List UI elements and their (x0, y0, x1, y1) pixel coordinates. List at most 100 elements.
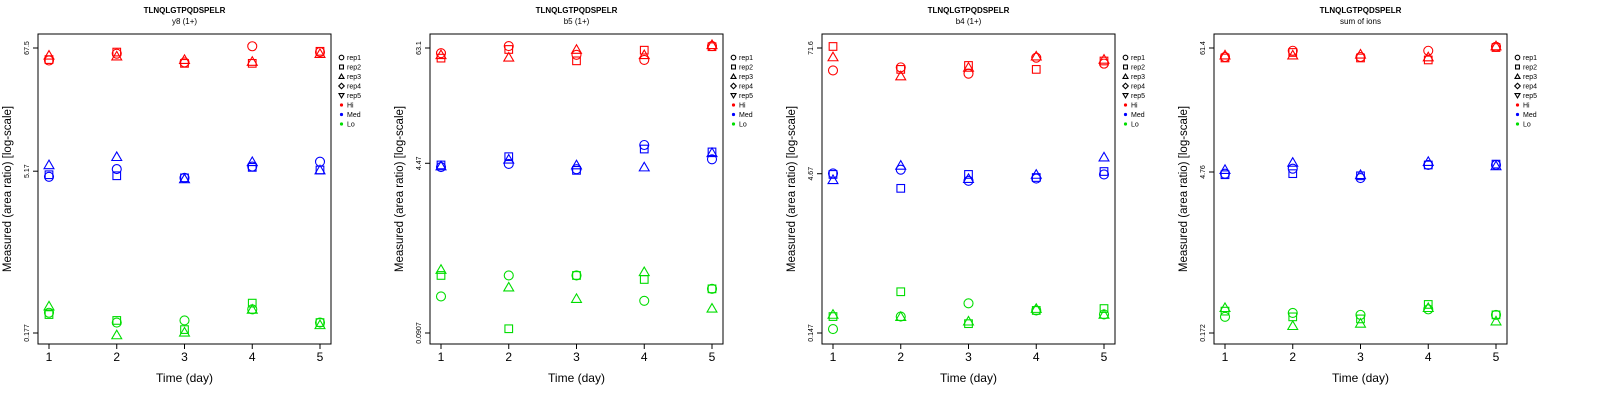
x-tick-label: 4 (1425, 350, 1432, 364)
data-point-hi-rep3 (435, 48, 447, 60)
chart-panel-1: TLNQLGTPQDSPELR y8 (1+) 0.177 5.17 67.5 1 2 3 4 5… (2, 6, 361, 385)
x-axis-label: Time (day) (940, 371, 997, 385)
data-point-lo-rep2 (44, 310, 54, 319)
y-axis-label: Measured (area ratio) [log-scale] (394, 106, 406, 272)
legend-symbol-rep3 (730, 72, 737, 80)
data-point-med-rep2 (964, 170, 973, 179)
data-point-hi-rep1 (1287, 45, 1298, 56)
legend-label: rep3 (739, 74, 753, 81)
data-point-med-rep2 (828, 170, 838, 179)
plot-frame (1213, 33, 1508, 345)
data-point-hi-rep3 (1030, 50, 1043, 61)
data-point-med-rep2 (1288, 169, 1298, 179)
y-tick-label: 5.17 (24, 164, 31, 178)
chart-title: TLNQLGTPQDSPELR (928, 6, 1010, 15)
legend-label: Lo (739, 122, 747, 129)
x-tick-label: 5 (709, 350, 716, 364)
data-point-lo-rep1 (571, 270, 582, 281)
data-point-lo-rep1 (43, 307, 55, 318)
legend-label: Med (1523, 112, 1537, 119)
data-point-hi-rep1 (571, 49, 582, 60)
data-point-hi-rep3 (706, 38, 718, 50)
legend-label: Med (739, 112, 753, 119)
legend-label: rep1 (347, 55, 361, 62)
data-point-hi-rep3 (314, 47, 326, 59)
data-point-lo-rep3 (178, 326, 191, 337)
legend-label: Hi (347, 103, 354, 110)
x-tick-label: 2 (113, 350, 120, 364)
data-point-med-rep3 (502, 153, 515, 164)
legend-symbol-rep1 (1514, 54, 1521, 61)
data-point-med-rep2 (1031, 173, 1041, 182)
legend-dot-lo (339, 122, 344, 126)
x-tick-label: 1 (438, 350, 445, 364)
legend-label: rep5 (1131, 93, 1145, 100)
data-point-hi-rep3 (246, 55, 259, 66)
data-point-med-rep2 (639, 144, 649, 154)
legend-symbol-rep5 (338, 92, 345, 100)
data-point-lo-rep2 (315, 318, 325, 327)
data-point-hi-rep3 (502, 51, 515, 62)
legend-symbol-rep2 (1514, 64, 1521, 70)
data-point-lo-rep3 (1490, 315, 1502, 326)
data-point-hi-rep3 (570, 43, 583, 54)
data-point-hi-rep2 (896, 65, 906, 74)
data-point-lo-rep1 (827, 324, 839, 335)
data-point-hi-rep1 (111, 48, 122, 59)
legend-label: rep2 (347, 65, 361, 72)
data-point-lo-rep3 (962, 315, 975, 326)
legend-dot-med (339, 112, 344, 117)
chart-subtitle: b4 (1+) (956, 17, 982, 26)
legend-label: rep4 (1523, 84, 1537, 91)
x-tick-label: 3 (573, 350, 580, 364)
legend-label: rep1 (739, 55, 753, 62)
data-point-med-rep3 (110, 150, 123, 162)
x-tick-label: 4 (641, 350, 648, 364)
legend-label: Med (1131, 112, 1145, 119)
data-point-hi-rep1 (503, 40, 514, 52)
x-axis-label: Time (day) (1332, 371, 1389, 385)
data-point-lo-rep1 (1423, 304, 1434, 315)
legend-label: rep4 (739, 84, 753, 91)
data-point-hi-rep1 (963, 68, 974, 79)
plot-frame (429, 33, 724, 345)
chart-panel-2: TLNQLGTPQDSPELR b5 (1+) 0.0907 4.47 63.1 1 2 3 4… (394, 6, 753, 385)
data-point-med-rep3 (962, 172, 975, 183)
data-point-med-rep1 (43, 171, 55, 182)
x-tick-label: 4 (249, 350, 256, 364)
legend-dot-hi (1515, 103, 1520, 107)
data-point-lo-rep1 (639, 295, 650, 306)
x-tick-label: 1 (830, 350, 837, 364)
data-point-lo-rep2 (247, 298, 257, 308)
data-point-lo-rep2 (504, 324, 514, 334)
data-point-lo-rep3 (1219, 301, 1231, 313)
data-point-lo-rep2 (1356, 314, 1365, 324)
legend-symbol-rep4 (729, 82, 738, 90)
data-point-lo-rep3 (502, 281, 515, 292)
data-point-lo-rep2 (112, 316, 122, 325)
legend-dot-med (731, 112, 736, 117)
legend-label: rep3 (1131, 74, 1145, 81)
legend-label: rep4 (1131, 84, 1145, 91)
x-tick-label: 3 (965, 350, 972, 364)
chart-subtitle: y8 (1+) (172, 17, 197, 26)
x-tick-label: 1 (1222, 350, 1229, 364)
y-axis-label: Measured (area ratio) [log-scale] (1178, 106, 1190, 272)
legend-label: rep2 (1131, 65, 1145, 72)
legend-dot-hi (339, 103, 344, 107)
legend-dot-lo (1123, 122, 1128, 126)
data-point-hi-rep3 (1422, 51, 1435, 62)
data-point-hi-rep1 (247, 41, 258, 52)
data-point-hi-rep3 (1490, 40, 1502, 51)
legend-label: rep1 (1523, 55, 1537, 62)
legend-label: rep3 (1523, 74, 1537, 81)
x-tick-label: 5 (1101, 350, 1108, 364)
data-point-med-rep1 (639, 139, 650, 151)
legend-label: Lo (1131, 122, 1139, 129)
data-point-hi-rep3 (1219, 49, 1231, 60)
data-point-med-rep3 (1098, 151, 1110, 162)
data-point-lo-rep2 (639, 275, 649, 284)
x-tick-label: 3 (181, 350, 188, 364)
legend-symbol-rep4 (1121, 82, 1130, 90)
data-point-med-rep3 (570, 159, 583, 170)
